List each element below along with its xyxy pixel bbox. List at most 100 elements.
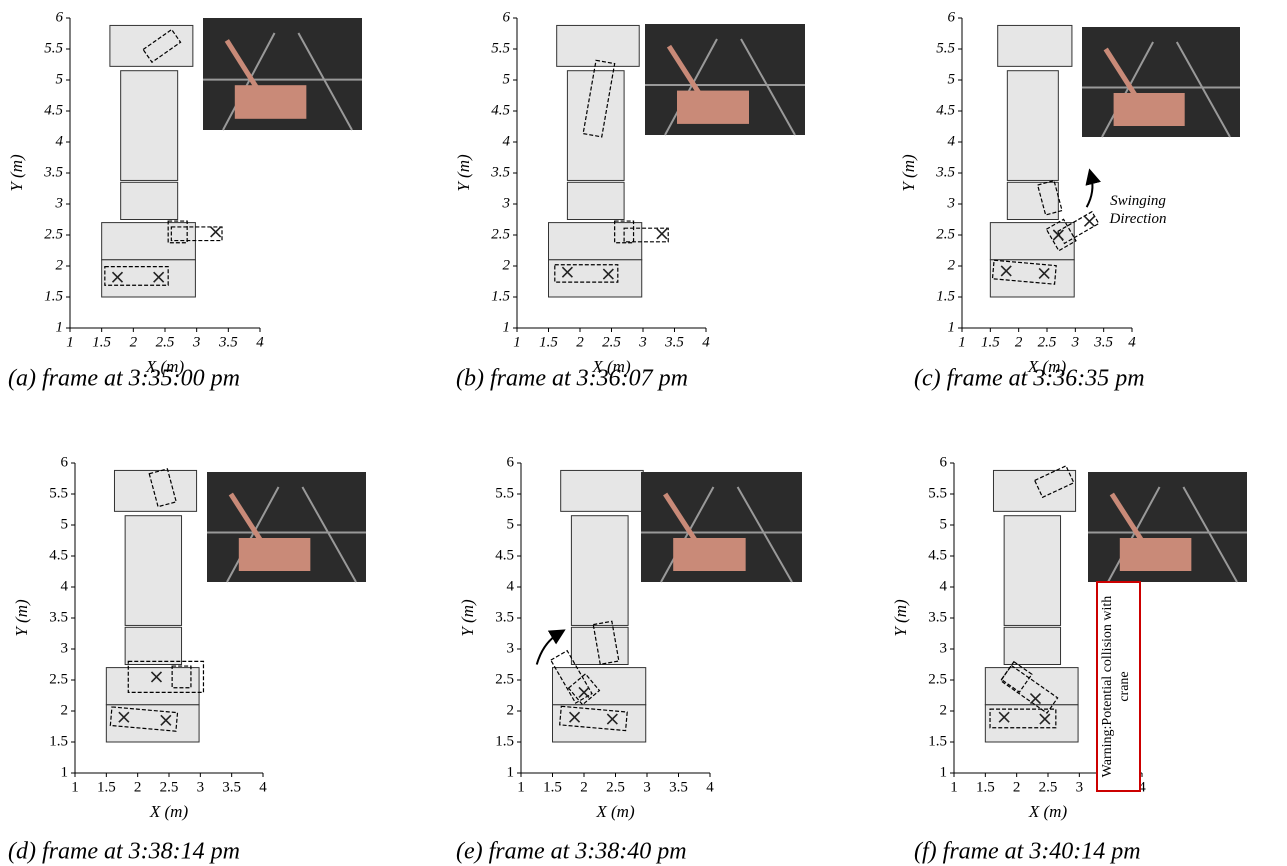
zone [125,627,181,664]
warning: Warning:Potential collision with crane [1099,586,1133,787]
zone [114,470,196,511]
y-axis-label: Y (m) [12,599,31,637]
y-tick-label: 5 [61,516,69,532]
x-tick-label: 4 [706,779,714,795]
zone [106,705,199,742]
x-tick-label: 1.5 [92,334,111,350]
zone [121,182,178,219]
y-tick-label: 5.5 [495,485,514,501]
y-tick-label: 5 [948,71,956,87]
y-tick-label: 4 [948,133,956,149]
annotation-box: Swinging Direction [1098,192,1178,237]
x-tick-label: 2.5 [606,779,625,795]
marker [657,229,667,239]
y-tick-label: 3.5 [49,609,68,625]
y-tick-label: 5.5 [936,40,955,56]
y-tick-label: 4 [940,578,948,594]
x-tick-label: 3 [643,779,651,795]
swing-arrow [537,634,559,665]
zone [571,627,628,664]
zone [998,25,1072,66]
zone [125,516,181,626]
x-tick-label: 1 [958,334,966,350]
warning-text-box: Warning:Potential collision with crane [1099,586,1138,787]
annotation: Swinging Direction [1098,192,1178,228]
x-tick-label: 3 [197,779,205,795]
y-axis-label: Y (m) [7,154,26,192]
y-tick-label: 2 [948,257,956,273]
y-tick-label: 4.5 [491,102,510,118]
x-tick-label: 3 [1071,334,1080,350]
y-tick-label: 1.5 [49,733,68,749]
y-tick-label: 3 [502,195,511,211]
x-tick-label: 2 [580,779,588,795]
caption: (b) frame at 3:36:07 pm [456,366,688,392]
x-tick-label: 2.5 [1039,779,1058,795]
zone [985,705,1078,742]
y-tick-label: 1 [61,764,69,780]
x-tick-label: 4 [702,334,710,350]
y-tick-label: 4.5 [495,547,514,563]
y-tick-label: 6 [56,9,64,25]
x-tick-label: 3.5 [218,334,238,350]
x-tick-label: 1 [517,779,525,795]
y-tick-label: 4.5 [49,547,68,563]
y-tick-label: 3.5 [490,164,510,180]
x-tick-label: 4 [1128,334,1136,350]
y-tick-label: 5 [940,516,948,532]
y-tick-label: 3.5 [43,164,63,180]
x-tick-label: 1 [66,334,74,350]
y-tick-label: 5 [507,516,515,532]
marker [211,227,221,237]
panel: 11.522.533.544.555.5611.522.533.54X (m)Y… [8,454,366,864]
y-tick-label: 1 [948,319,956,335]
y-tick-label: 1 [507,764,515,780]
x-tick-label: 3.5 [669,779,688,795]
y-tick-label: 5.5 [491,40,510,56]
x-tick-label: 2 [576,334,584,350]
caption: (a) frame at 3:35:00 pm [8,366,240,392]
x-tick-label: 4 [256,334,264,350]
y-tick-label: 4.5 [44,102,63,118]
x-tick-label: 2.5 [1038,334,1057,350]
x-axis-label: X (m) [1028,802,1068,821]
y-tick-label: 1 [503,319,511,335]
y-tick-label: 6 [940,454,948,470]
y-tick-label: 6 [507,454,515,470]
caption: (d) frame at 3:38:14 pm [8,839,240,865]
y-axis-label: Y (m) [454,154,473,192]
x-tick-label: 2 [1013,779,1021,795]
y-axis-label: Y (m) [899,154,918,192]
y-tick-label: 5.5 [44,40,63,56]
zone [110,25,193,66]
y-tick-label: 3.5 [928,609,947,625]
x-axis-label: X (m) [149,802,189,821]
zone [985,668,1078,705]
zone [567,182,624,219]
y-axis-label: Y (m) [891,599,910,637]
y-axis-label: Y (m) [458,599,477,637]
y-tick-label: 2.5 [495,671,514,687]
x-tick-label: 1.5 [543,779,562,795]
photo-crane [239,538,311,571]
y-tick-label: 2.5 [491,226,510,242]
x-tick-label: 2 [130,334,138,350]
zone [1007,182,1058,219]
y-tick-label: 1.5 [491,288,510,304]
y-tick-label: 4 [507,578,515,594]
y-tick-label: 6 [503,9,511,25]
x-tick-label: 3.5 [1093,334,1113,350]
y-tick-label: 1.5 [495,733,514,749]
y-tick-label: 6 [948,9,956,25]
x-tick-label: 1 [950,779,958,795]
zone [990,223,1074,260]
y-tick-label: 4 [61,578,69,594]
x-tick-label: 3 [1076,779,1084,795]
zone [1004,516,1060,626]
y-tick-label: 4.5 [928,547,947,563]
x-tick-label: 3.5 [222,779,241,795]
x-tick-label: 2.5 [160,779,179,795]
